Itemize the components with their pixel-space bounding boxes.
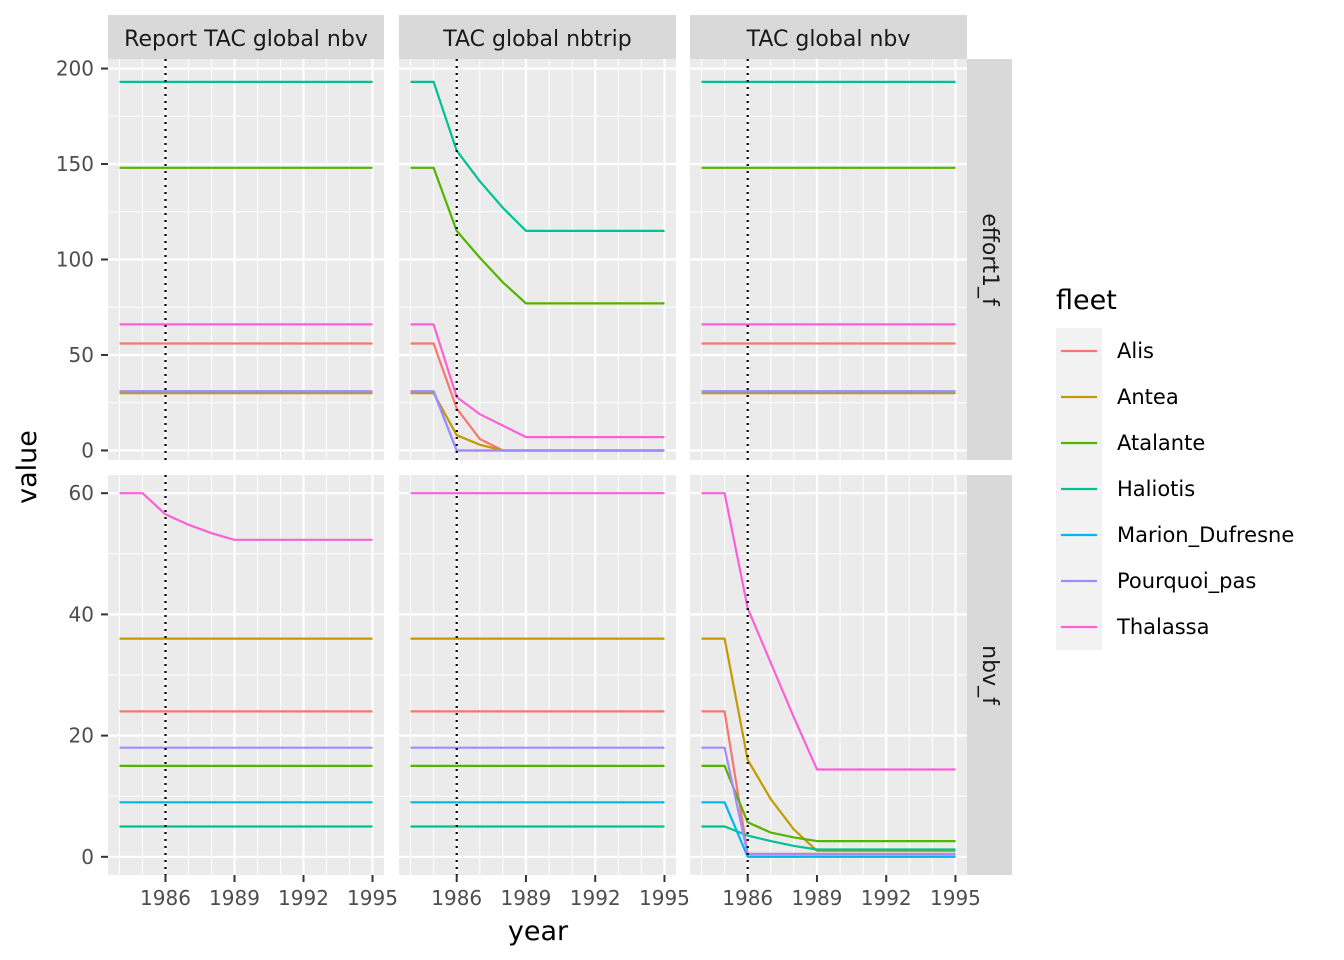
x-tick-label: 1989 (792, 886, 843, 910)
legend-label: Antea (1117, 385, 1179, 409)
panel-r1-c1 (399, 475, 676, 875)
panel-r1-c0 (108, 475, 384, 875)
row-strip (967, 59, 1012, 460)
y-tick-label: 200 (56, 57, 94, 81)
y-tick-label: 150 (56, 152, 94, 176)
y-tick-label: 0 (81, 845, 94, 869)
col-strip (690, 15, 967, 59)
series-line-atalante (410, 166, 665, 305)
legend: fleet Alis Antea Atalante Haliotis Marion_Du… (1056, 285, 1294, 650)
legend-item: Pourquoi_pas (1061, 569, 1256, 594)
y-tick-label: 50 (69, 343, 94, 367)
col-strip-label: TAC global nbv (746, 27, 911, 52)
y-tick-label: 20 (69, 724, 94, 748)
x-tick-label: 1989 (501, 886, 552, 910)
x-axis-title: year (508, 916, 569, 947)
series-line-antea (701, 637, 956, 852)
row-strip-label: nbv_f (977, 645, 1002, 706)
series-line-marion_dufresne (701, 801, 956, 858)
y-tick-label: 60 (69, 481, 94, 505)
panels-layer (108, 59, 967, 875)
series-line-thalassa (701, 492, 956, 771)
series-line-atalante (701, 764, 956, 843)
x-tick-label: 1995 (347, 886, 398, 910)
legend-label: Haliotis (1117, 477, 1195, 501)
x-tick-label: 1992 (861, 886, 912, 910)
x-tick-label: 1992 (570, 886, 621, 910)
row-strip-label: effort1_f (977, 213, 1002, 307)
legend-label: Alis (1117, 339, 1154, 363)
y-axis-title: value (12, 430, 43, 504)
x-tick-label: 1989 (209, 886, 260, 910)
y-tick-label: 40 (69, 602, 94, 626)
x-tick-label: 1995 (639, 886, 690, 910)
facet-strips: Report TAC global nbv TAC global nbtrip TA… (108, 15, 1012, 875)
series-line-pourquoi_pas (701, 746, 956, 856)
row-strip (967, 475, 1012, 875)
legend-label: Marion_Dufresne (1117, 523, 1294, 548)
panel-r1-c2 (690, 475, 967, 875)
col-strip (399, 15, 676, 59)
x-tick-label: 1995 (930, 886, 981, 910)
col-strip-label: Report TAC global nbv (124, 27, 368, 52)
legend-item: Thalassa (1061, 615, 1209, 639)
legend-item: Antea (1061, 385, 1179, 409)
legend-item: Marion_Dufresne (1061, 523, 1294, 548)
x-tick-label: 1986 (431, 886, 482, 910)
legend-item: Haliotis (1061, 477, 1195, 501)
x-tick-label: 1986 (722, 886, 773, 910)
x-tick-label: 1986 (140, 886, 191, 910)
legend-label: Pourquoi_pas (1117, 569, 1256, 594)
y-tick-label: 100 (56, 248, 94, 272)
col-strip-label: TAC global nbtrip (442, 27, 632, 52)
legend-title: fleet (1056, 285, 1117, 316)
y-tick-label: 0 (81, 438, 94, 462)
legend-item: Alis (1061, 339, 1154, 363)
series-line-haliotis (410, 80, 665, 232)
series-line-thalassa (410, 323, 665, 439)
axes: 0 50 100 150 200 0 20 40 60 1986 1989 1992 1995 1986 1… (56, 57, 981, 910)
legend-label: Atalante (1117, 431, 1205, 455)
col-strip (108, 15, 384, 59)
panel-r0-c2 (690, 59, 967, 460)
series-line-thalassa (119, 492, 373, 541)
panel-r0-c0 (108, 59, 384, 460)
x-tick-label: 1992 (278, 886, 329, 910)
panel-r0-c1 (399, 59, 676, 460)
legend-item: Atalante (1061, 431, 1205, 455)
legend-label: Thalassa (1116, 615, 1209, 639)
series-line-pourquoi_pas (410, 390, 665, 452)
